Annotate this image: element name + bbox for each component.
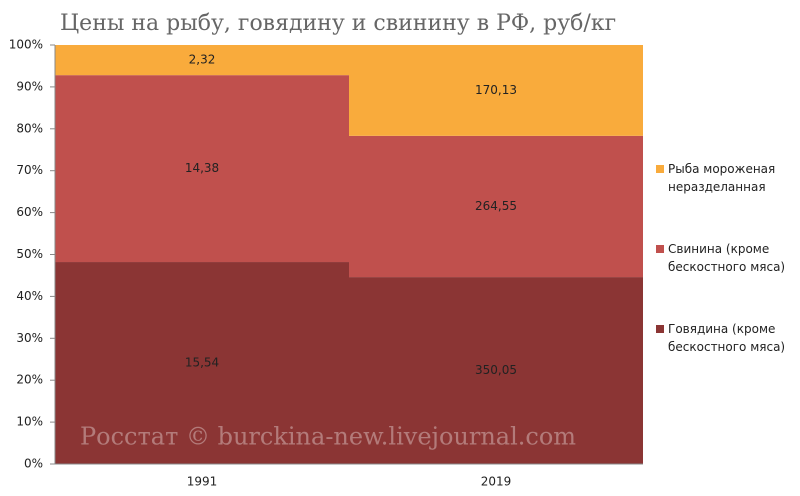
bar-segment bbox=[349, 45, 643, 136]
y-tick-label: 100% bbox=[9, 38, 43, 52]
legend-swatch bbox=[656, 165, 664, 173]
bar-segment bbox=[55, 45, 349, 76]
x-tick-label: 2019 bbox=[481, 475, 512, 489]
data-label: 14,38 bbox=[185, 161, 219, 175]
y-tick-label: 0% bbox=[24, 457, 43, 471]
legend-swatch bbox=[656, 245, 664, 253]
bar-segment bbox=[349, 135, 643, 278]
data-label: 350,05 bbox=[475, 363, 517, 377]
y-tick-label: 40% bbox=[16, 289, 43, 303]
bar-segment bbox=[55, 75, 349, 263]
legend-label: Свинина (кроме бескостного мяса) bbox=[668, 242, 786, 274]
legend-label: Рыба мороженая неразделанная bbox=[668, 162, 776, 194]
legend-swatch bbox=[656, 325, 664, 333]
y-tick-label: 60% bbox=[16, 205, 43, 219]
y-tick-label: 50% bbox=[16, 247, 43, 261]
legend-label: Говядина (кроме бескостного мяса) bbox=[668, 322, 786, 354]
data-label: 2,32 bbox=[189, 53, 216, 67]
data-label: 15,54 bbox=[185, 356, 219, 370]
data-label: 170,13 bbox=[475, 83, 517, 97]
y-tick-label: 10% bbox=[16, 415, 43, 429]
y-tick-label: 70% bbox=[16, 163, 43, 177]
bar-segment bbox=[55, 262, 349, 464]
y-tick-label: 80% bbox=[16, 121, 43, 135]
y-tick-label: 90% bbox=[16, 79, 43, 93]
bar-segment bbox=[349, 277, 643, 464]
y-tick-label: 20% bbox=[16, 373, 43, 387]
watermark: Росстат © burckina-new.livejournal.com bbox=[80, 423, 576, 451]
data-label: 264,55 bbox=[475, 199, 517, 213]
chart-title: Цены на рыбу, говядину и свинину в РФ, р… bbox=[60, 11, 616, 36]
x-tick-label: 1991 bbox=[187, 475, 218, 489]
y-tick-label: 30% bbox=[16, 331, 43, 345]
